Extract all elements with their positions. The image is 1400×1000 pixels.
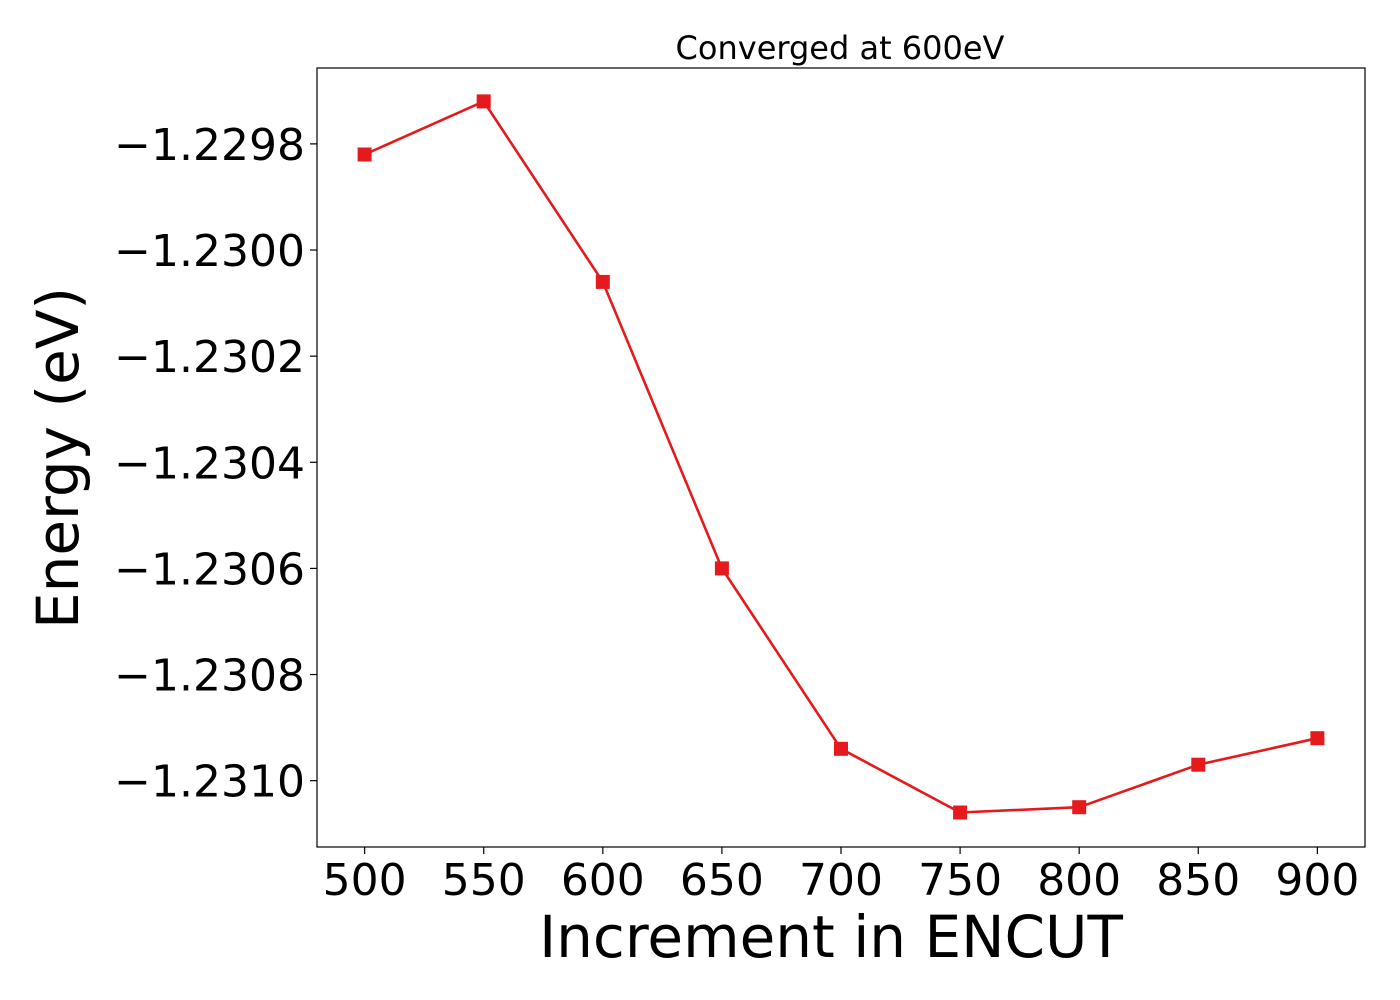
y-tick-label: −1.2304 — [114, 438, 305, 489]
x-tick-label: 550 — [442, 855, 526, 906]
x-tick-label: 800 — [1037, 855, 1121, 906]
data-point-marker — [714, 561, 729, 576]
x-axis-label: Increment in ENCUT — [539, 903, 1123, 971]
y-tick-label: −1.2300 — [114, 226, 305, 277]
data-point-marker — [476, 94, 491, 109]
data-point-marker — [834, 741, 848, 756]
chart-title: Converged at 600eV — [676, 29, 1005, 67]
x-tick-label: 750 — [918, 855, 1002, 906]
y-tick-label: −1.2306 — [114, 544, 305, 595]
x-tick-label: 900 — [1275, 855, 1359, 906]
data-point-marker — [357, 147, 372, 162]
data-point-marker — [953, 805, 968, 820]
series-layer — [357, 94, 1325, 820]
x-tick-label: 500 — [323, 855, 407, 906]
x-tick-label: 600 — [561, 855, 645, 906]
y-axis-label: Energy (eV) — [24, 287, 92, 629]
plot-area-frame — [316, 67, 1366, 848]
y-tick-label: −1.2298 — [114, 120, 305, 171]
data-point-marker — [595, 274, 610, 289]
x-tick-label: 700 — [799, 855, 883, 906]
y-tick-label: −1.2302 — [114, 332, 305, 383]
data-point-marker — [1310, 731, 1325, 746]
x-axis-ticks: 500 550 600 650 700 750 800 850 900 — [323, 847, 1359, 906]
x-tick-label: 650 — [680, 855, 764, 906]
data-point-marker — [1072, 800, 1087, 815]
y-tick-label: −1.2310 — [114, 757, 305, 808]
data-point-marker — [1191, 757, 1206, 772]
x-tick-label: 850 — [1156, 855, 1240, 906]
y-axis-ticks: −1.2298 −1.2300 −1.2302 −1.2304 −1.2306 −1.23… — [114, 120, 317, 808]
y-tick-label: −1.2308 — [114, 651, 305, 702]
series-line — [364, 100, 1318, 814]
